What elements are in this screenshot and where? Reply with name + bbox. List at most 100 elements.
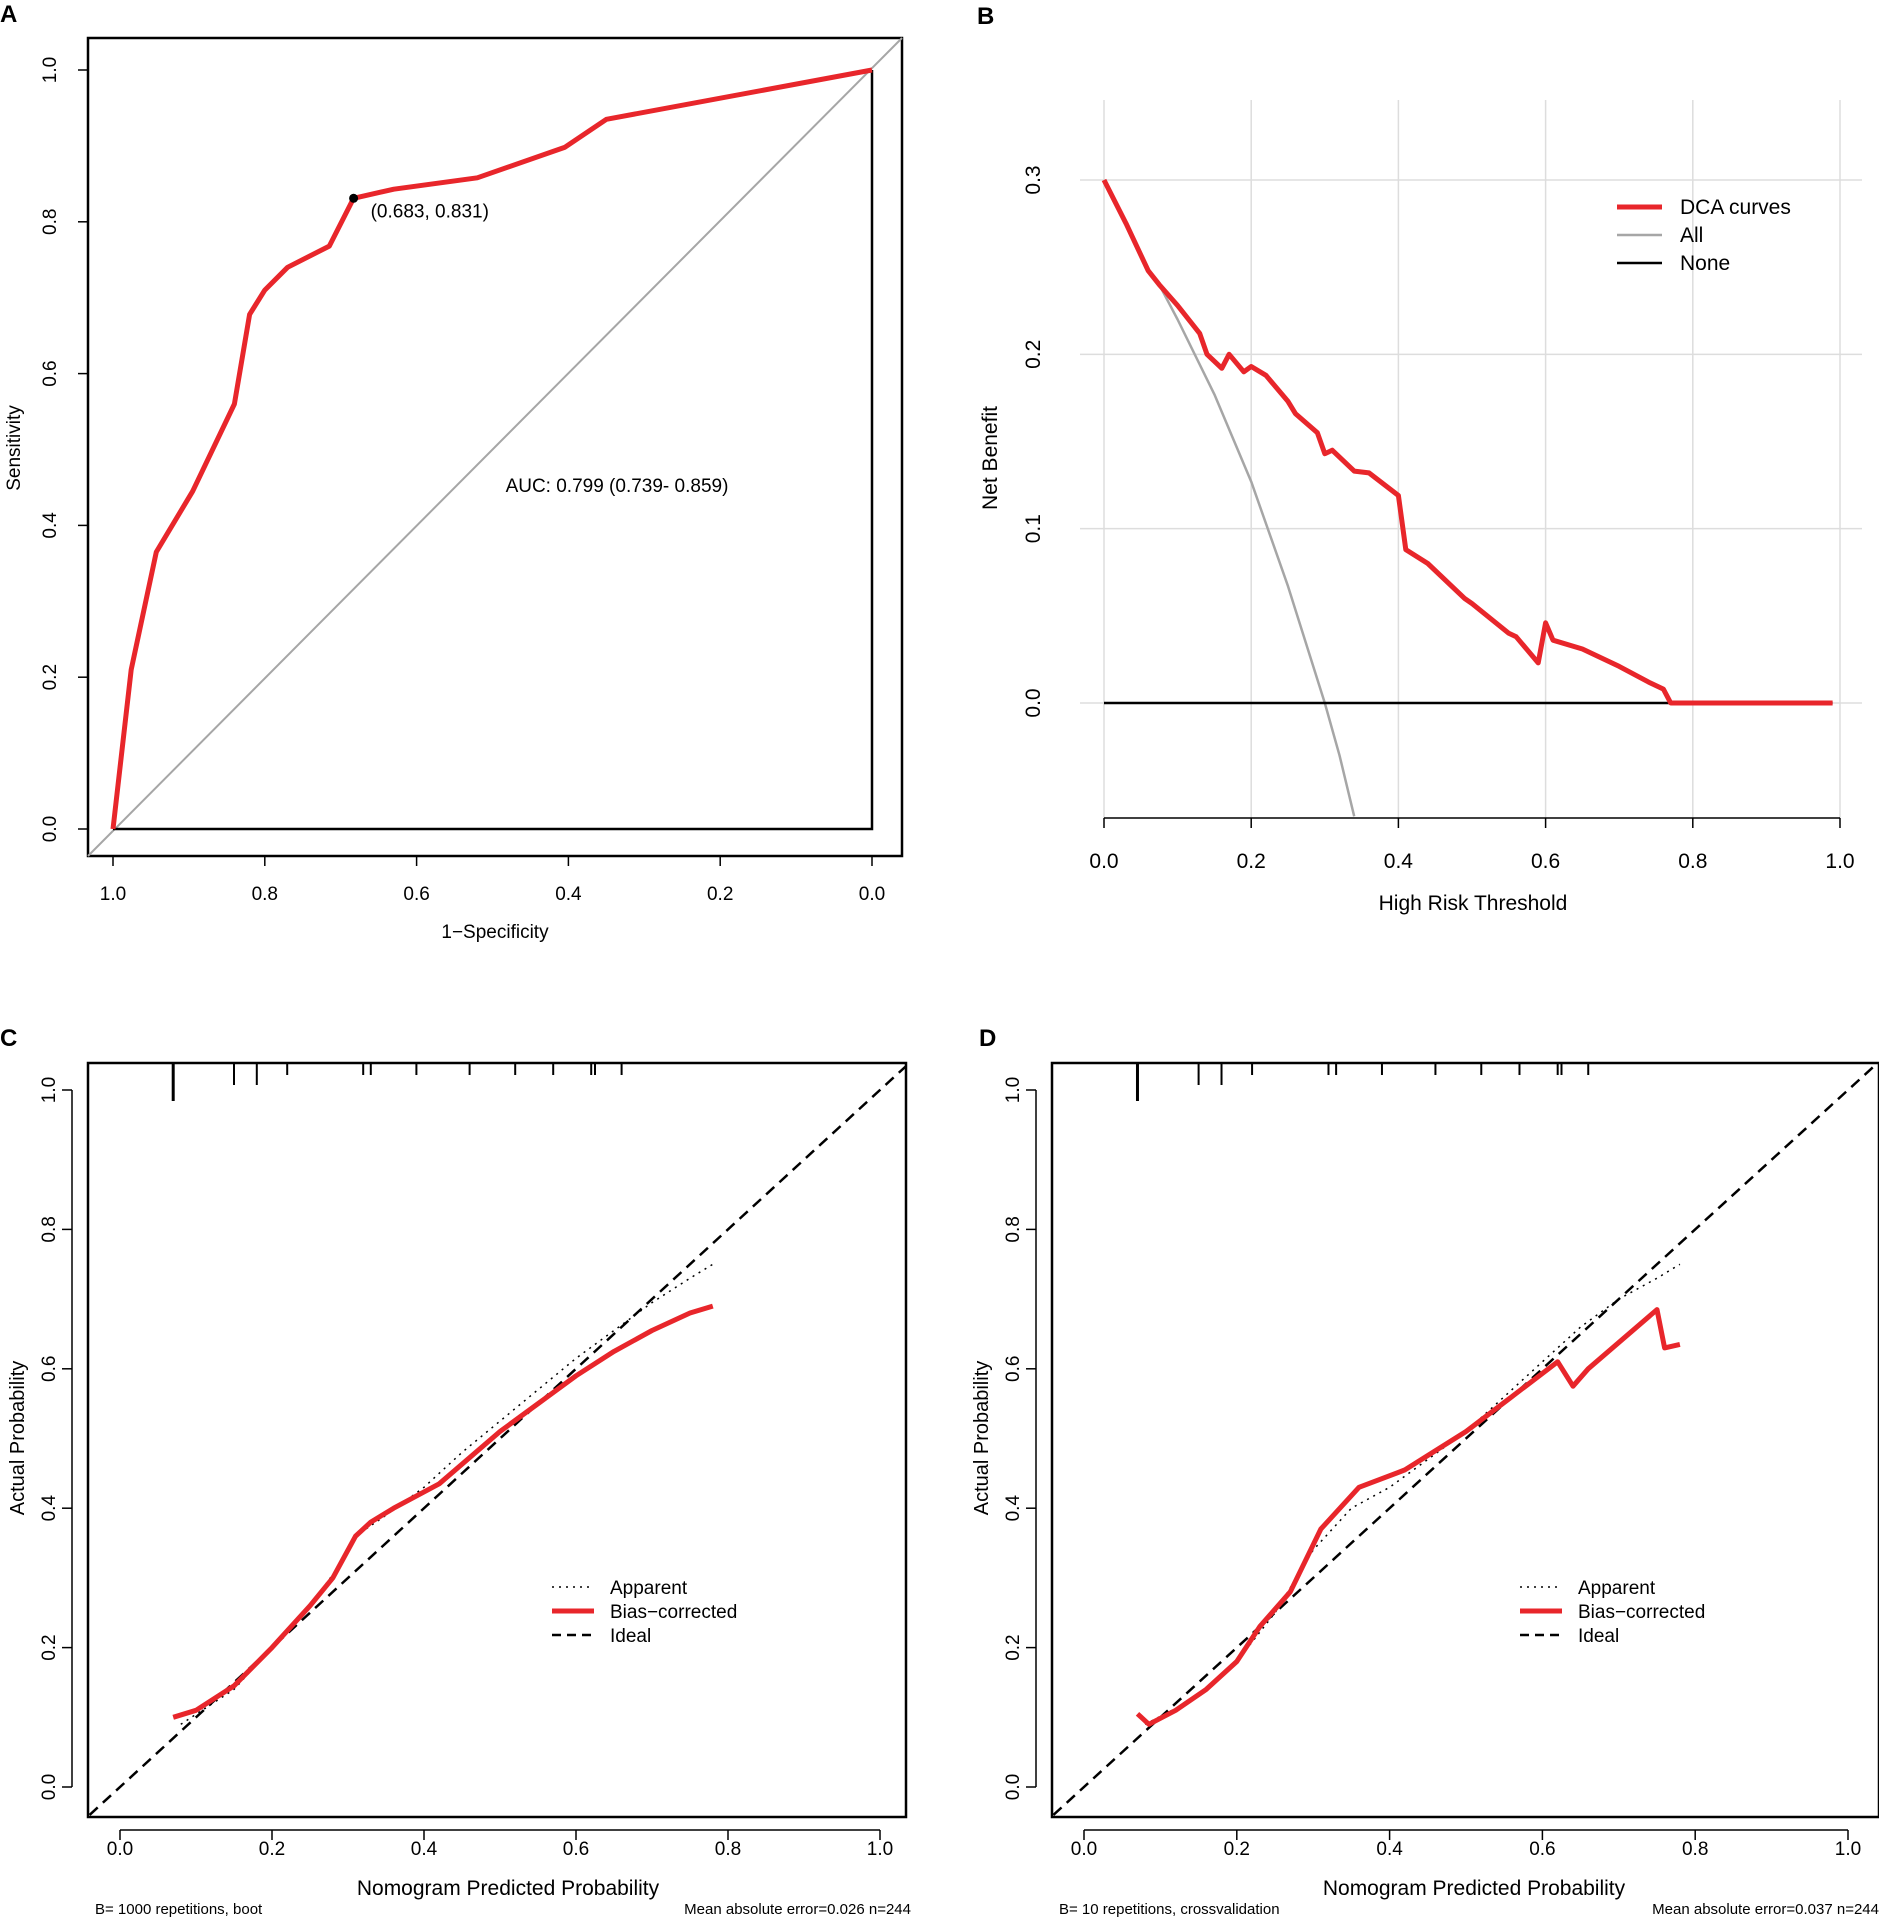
panel-c-x-tick-label: 0.6 xyxy=(563,1839,589,1860)
panel-b-series-dca-curves xyxy=(1101,178,1833,706)
panel-d-y-tick-label: 0.8 xyxy=(1003,1216,1024,1242)
panel-a-inner-axes xyxy=(113,70,874,831)
panel-a-y-tick-label: 0.8 xyxy=(40,209,61,235)
panel-b-x-tick-label: 0.4 xyxy=(1384,850,1414,873)
panel-b-legend-label-none: None xyxy=(1680,252,1730,275)
panel-a-extras: (0.683, 0.831) AUC: 0.799 (0.739- 0.859) xyxy=(349,193,729,497)
panel-a-y-axis-title: Sensitivity xyxy=(4,405,25,491)
panel-c-y-ticks: 0.0 0.2 0.4 0.6 0.8 1.0 xyxy=(39,1077,73,1800)
panel-b-series xyxy=(1101,178,1833,817)
panel-d-frame xyxy=(1050,1061,1879,1819)
panel-b-x-tick-label: 0.0 xyxy=(1089,850,1118,873)
panel-a-optimal-point xyxy=(349,193,359,203)
panel-a-label: A xyxy=(0,1,17,28)
panel-a-y-tick-label: 1.0 xyxy=(40,57,61,83)
panel-d-x-tick-label: 0.4 xyxy=(1376,1839,1403,1860)
panel-c-legend-label-bias-corrected: Bias−corrected xyxy=(610,1602,737,1623)
panel-b-x-ticks: 0.0 0.2 0.4 0.6 0.8 1.0 xyxy=(1089,817,1855,873)
panel-d-series-bias-corrected xyxy=(1135,1307,1681,1727)
panel-c-x-tick-label: 0.2 xyxy=(259,1839,285,1860)
panel-a-roc: A 1.0 0.8 0.6 0.4 0.2 0.0 0.00.20.40.60.81.0 … xyxy=(0,1,904,943)
panel-d-label: D xyxy=(979,1025,996,1052)
panel-b-series-all xyxy=(1158,284,1356,817)
panel-c-legend-label-apparent: Apparent xyxy=(610,1578,688,1599)
panel-c-footer-right: Mean absolute error=0.026 n=244 xyxy=(684,1901,911,1918)
panel-c-x-tick-label: 0.0 xyxy=(107,1839,133,1860)
panel-a-x-axis-title: 1−Specificity xyxy=(441,922,549,943)
panel-c-y-axis-title: Actual Probability xyxy=(7,1361,29,1516)
panel-d-x-tick-label: 0.6 xyxy=(1529,1839,1555,1860)
panel-b-y-tick-label: 0.0 xyxy=(1022,688,1045,717)
panel-a-optimal-point-label: (0.683, 0.831) xyxy=(371,201,489,222)
panel-a-x-tick-label: 0.6 xyxy=(403,884,429,905)
panel-a-x-tick-label: 0.2 xyxy=(707,884,733,905)
panel-c-x-tick-label: 1.0 xyxy=(867,1839,893,1860)
panel-d-legend-label-bias-corrected: Bias−corrected xyxy=(1578,1602,1705,1623)
panel-d-y-ticks: 0.0 0.2 0.4 0.6 0.8 1.0 xyxy=(1003,1077,1037,1800)
panel-b-y-ticks: 0.0 0.1 0.2 0.3 xyxy=(1022,165,1045,717)
panel-c-legend-label-ideal: Ideal xyxy=(610,1626,651,1647)
panel-d-y-tick-label: 0.4 xyxy=(1003,1495,1024,1522)
panel-d-y-tick-label: 0.0 xyxy=(1003,1774,1024,1800)
panel-b-x-tick-label: 0.8 xyxy=(1678,850,1707,873)
panel-c-x-tick-label: 0.8 xyxy=(715,1839,741,1860)
panel-d-calibration: D 0.0 0.2 0.4 0.6 0.8 1.0 0.00.20.40.60.81.0 … xyxy=(971,1025,1879,1918)
panel-b-y-axis-title: Net Benefit xyxy=(979,406,1002,510)
panel-b-dca: B 0.0 0.2 0.4 0.6 0.8 1.0 0.0 0.1 0.2 0.3 DCA cu… xyxy=(977,3,1862,915)
panel-d-x-tick-label: 1.0 xyxy=(1835,1839,1861,1860)
panel-b-x-tick-label: 0.6 xyxy=(1531,850,1560,873)
panel-b-x-tick-label: 1.0 xyxy=(1825,850,1854,873)
panel-b-legend-label-all: All xyxy=(1680,224,1703,247)
panel-c-y-tick-label: 0.0 xyxy=(39,1774,60,1800)
panel-c-frame xyxy=(86,1061,908,1819)
panel-c-x-axis-title: Nomogram Predicted Probability xyxy=(357,1877,660,1900)
panel-c-series xyxy=(88,1064,906,1816)
panel-c-footer-left: B= 1000 repetitions, boot xyxy=(95,1901,263,1918)
panel-d-series xyxy=(1052,1063,1879,1816)
panel-c-y-tick-label: 1.0 xyxy=(39,1077,60,1103)
panel-c-y-tick-label: 0.8 xyxy=(39,1216,60,1242)
panel-b-legend-label-dca-curves: DCA curves xyxy=(1680,196,1791,219)
panel-b-y-tick-label: 0.1 xyxy=(1022,514,1045,543)
panel-a-x-tick-label: 1.0 xyxy=(100,884,126,905)
panel-d-x-axis-title: Nomogram Predicted Probability xyxy=(1323,1877,1626,1900)
panel-c-calibration: C 0.0 0.2 0.4 0.6 0.8 1.0 0.00.20.40.60.81.0 … xyxy=(0,1025,911,1918)
panel-c-label: C xyxy=(0,1025,17,1052)
panel-c-rug xyxy=(171,1063,623,1101)
panel-a-y-tick-label: 0.4 xyxy=(40,512,61,539)
panel-a-x-tick-label: 0.8 xyxy=(252,884,278,905)
panel-d-x-tick-label: 0.0 xyxy=(1071,1839,1097,1860)
panel-d-rug xyxy=(1135,1063,1590,1101)
panel-d-x-tick-label: 0.8 xyxy=(1682,1839,1708,1860)
panel-d-legend: Apparent Bias−corrected Ideal xyxy=(1520,1578,1705,1647)
panel-a-x-tick-label: 0.4 xyxy=(555,884,582,905)
panel-b-y-tick-label: 0.3 xyxy=(1022,165,1045,194)
panel-d-x-tick-label: 0.2 xyxy=(1224,1839,1250,1860)
panel-d-footer-right: Mean absolute error=0.037 n=244 xyxy=(1652,1901,1879,1918)
panel-c-y-tick-label: 0.2 xyxy=(39,1634,60,1660)
panel-c-legend: Apparent Bias−corrected Ideal xyxy=(552,1578,737,1647)
panel-d-x-ticks: 0.0 0.2 0.4 0.6 0.8 1.0 xyxy=(1071,1829,1861,1860)
panel-d-y-tick-label: 1.0 xyxy=(1003,1077,1024,1103)
panel-a-y-tick-label: 0.6 xyxy=(40,360,61,386)
panel-d-footer-left: B= 10 repetitions, crossvalidation xyxy=(1059,1901,1280,1918)
panel-a-y-tick-label: 0.0 xyxy=(40,816,61,842)
panel-a-x-ticks: 1.0 0.8 0.6 0.4 0.2 0.0 xyxy=(100,855,885,905)
panel-b-label: B xyxy=(977,3,994,30)
panel-d-y-axis-title: Actual Probability xyxy=(971,1361,993,1516)
panel-a-roc-curve xyxy=(110,67,873,830)
panel-d-legend-label-apparent: Apparent xyxy=(1578,1578,1656,1599)
panel-d-y-tick-label: 0.6 xyxy=(1003,1356,1024,1382)
panel-c-y-tick-label: 0.6 xyxy=(39,1356,60,1382)
panel-a-series xyxy=(87,37,903,857)
panel-d-legend-label-ideal: Ideal xyxy=(1578,1626,1619,1647)
panel-b-y-tick-label: 0.2 xyxy=(1022,340,1045,369)
panel-c-x-tick-label: 0.4 xyxy=(411,1839,438,1860)
panel-c-x-ticks: 0.0 0.2 0.4 0.6 0.8 1.0 xyxy=(107,1829,893,1860)
panel-a-y-tick-label: 0.2 xyxy=(40,664,61,690)
panel-a-reference-diagonal xyxy=(87,37,903,857)
panel-c-series-bias-corrected xyxy=(172,1303,714,1720)
panel-a-auc-annotation: AUC: 0.799 (0.739- 0.859) xyxy=(506,476,729,497)
panel-b-x-axis-title: High Risk Threshold xyxy=(1379,892,1568,915)
